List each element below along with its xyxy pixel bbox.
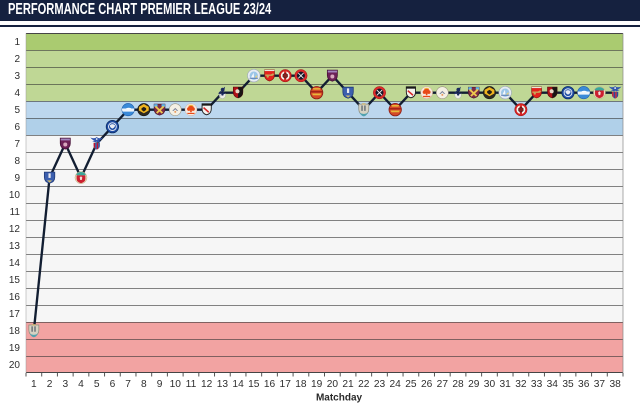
svg-text:24: 24 bbox=[390, 379, 402, 390]
svg-text:16: 16 bbox=[9, 292, 21, 303]
svg-text:8: 8 bbox=[14, 156, 20, 167]
svg-text:32: 32 bbox=[515, 379, 527, 390]
svg-text:7: 7 bbox=[125, 379, 131, 390]
svg-text:4: 4 bbox=[78, 379, 84, 390]
svg-text:18: 18 bbox=[9, 326, 21, 337]
svg-text:33: 33 bbox=[531, 379, 543, 390]
svg-text:12: 12 bbox=[201, 379, 213, 390]
svg-text:3: 3 bbox=[14, 71, 20, 82]
svg-text:19: 19 bbox=[9, 343, 21, 354]
svg-text:20: 20 bbox=[9, 360, 21, 371]
svg-text:13: 13 bbox=[9, 241, 21, 252]
svg-text:26: 26 bbox=[421, 379, 433, 390]
svg-text:22: 22 bbox=[358, 379, 370, 390]
svg-text:38: 38 bbox=[609, 379, 621, 390]
svg-text:5: 5 bbox=[94, 379, 100, 390]
svg-text:16: 16 bbox=[264, 379, 276, 390]
svg-text:9: 9 bbox=[157, 379, 163, 390]
svg-text:21: 21 bbox=[342, 379, 354, 390]
svg-text:34: 34 bbox=[547, 379, 559, 390]
svg-text:8: 8 bbox=[141, 379, 147, 390]
svg-text:14: 14 bbox=[232, 379, 244, 390]
svg-text:10: 10 bbox=[9, 190, 21, 201]
svg-text:20: 20 bbox=[327, 379, 339, 390]
svg-text:9: 9 bbox=[14, 173, 20, 184]
svg-text:19: 19 bbox=[311, 379, 323, 390]
svg-text:Matchday: Matchday bbox=[316, 393, 363, 404]
svg-text:37: 37 bbox=[594, 379, 606, 390]
svg-text:1: 1 bbox=[31, 379, 37, 390]
svg-text:23: 23 bbox=[374, 379, 386, 390]
svg-text:15: 15 bbox=[248, 379, 260, 390]
svg-text:10: 10 bbox=[170, 379, 182, 390]
svg-text:18: 18 bbox=[295, 379, 307, 390]
svg-text:6: 6 bbox=[14, 122, 20, 133]
svg-text:15: 15 bbox=[9, 275, 21, 286]
svg-text:35: 35 bbox=[562, 379, 574, 390]
svg-text:7: 7 bbox=[14, 139, 20, 150]
svg-text:6: 6 bbox=[110, 379, 116, 390]
svg-text:36: 36 bbox=[578, 379, 590, 390]
svg-text:27: 27 bbox=[437, 379, 449, 390]
svg-text:2: 2 bbox=[14, 54, 20, 65]
svg-text:11: 11 bbox=[10, 207, 21, 218]
svg-text:25: 25 bbox=[405, 379, 417, 390]
svg-text:31: 31 bbox=[499, 379, 511, 390]
svg-text:17: 17 bbox=[280, 379, 292, 390]
svg-text:3: 3 bbox=[62, 379, 68, 390]
svg-text:29: 29 bbox=[468, 379, 480, 390]
svg-text:5: 5 bbox=[14, 105, 20, 116]
svg-text:13: 13 bbox=[217, 379, 229, 390]
svg-text:1: 1 bbox=[14, 37, 20, 48]
svg-text:11: 11 bbox=[186, 379, 197, 390]
svg-text:17: 17 bbox=[9, 309, 21, 320]
svg-text:12: 12 bbox=[9, 224, 21, 235]
svg-text:28: 28 bbox=[452, 379, 464, 390]
svg-text:4: 4 bbox=[14, 88, 20, 99]
svg-text:30: 30 bbox=[484, 379, 496, 390]
svg-text:2: 2 bbox=[47, 379, 53, 390]
svg-text:14: 14 bbox=[9, 258, 21, 269]
